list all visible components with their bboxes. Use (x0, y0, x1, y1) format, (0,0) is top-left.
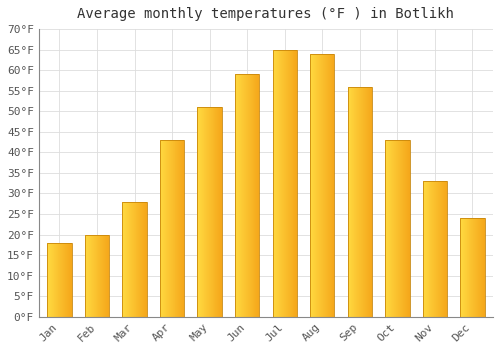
Bar (198, 107, 222, 317)
Bar (422, 181, 447, 317)
Bar (160, 140, 184, 317)
Bar (85, 234, 109, 317)
Bar (348, 86, 372, 317)
Bar (122, 202, 146, 317)
Bar (48, 243, 72, 317)
Bar (310, 54, 334, 317)
Title: Average monthly temperatures (°F ) in Botlikh: Average monthly temperatures (°F ) in Bo… (78, 7, 454, 21)
Bar (385, 140, 409, 317)
Bar (272, 50, 297, 317)
Bar (460, 218, 484, 317)
Bar (235, 74, 260, 317)
